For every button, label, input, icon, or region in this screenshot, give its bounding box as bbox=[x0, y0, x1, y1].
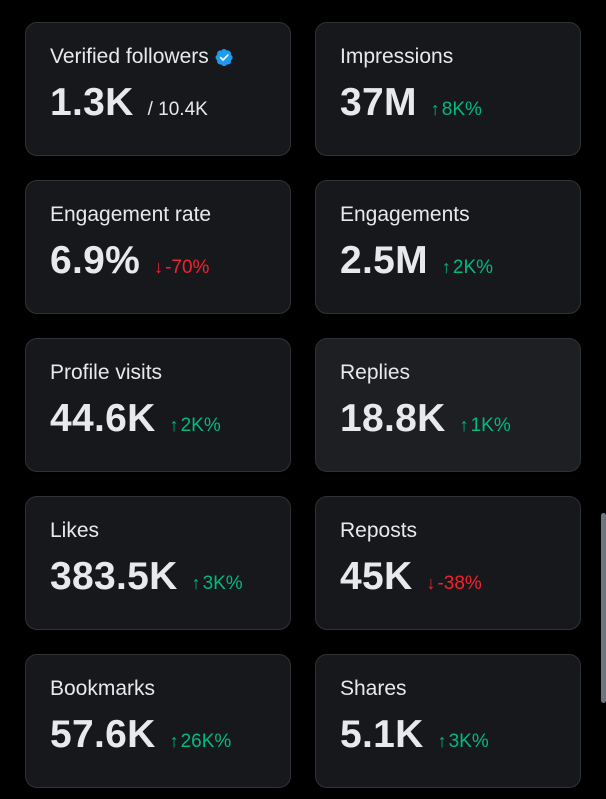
stat-card-shares[interactable]: Shares 5.1K ↑ 3K% bbox=[315, 654, 581, 788]
stat-label-text: Engagements bbox=[340, 203, 470, 226]
stat-change-text: -70% bbox=[165, 257, 210, 278]
arrow-up-icon: ↑ bbox=[459, 415, 469, 435]
stat-change-up: ↑ 8K% bbox=[431, 99, 482, 121]
stat-value-row: 383.5K ↑ 3K% bbox=[50, 553, 290, 601]
stat-label: Bookmarks bbox=[50, 676, 290, 702]
arrow-up-icon: ↑ bbox=[430, 99, 440, 119]
stat-change-up: ↑ 26K% bbox=[170, 731, 232, 753]
arrow-up-icon: ↑ bbox=[191, 573, 201, 593]
stat-card-impressions[interactable]: Impressions 37M ↑ 8K% bbox=[315, 22, 581, 156]
stat-change-text: 2K% bbox=[180, 415, 221, 436]
analytics-grid: Verified followers 1.3K / 10.4K Impressions… bbox=[25, 22, 581, 788]
stat-total: / 10.4K bbox=[147, 99, 208, 120]
stat-value: 18.8K bbox=[340, 397, 446, 440]
stat-value: 57.6K bbox=[50, 713, 156, 756]
stat-value: 2.5M bbox=[340, 239, 428, 282]
stat-card-engagements[interactable]: Engagements 2.5M ↑ 2K% bbox=[315, 180, 581, 314]
stat-value-row: 57.6K ↑ 26K% bbox=[50, 711, 290, 759]
stat-change-text: 8K% bbox=[441, 99, 482, 120]
stat-value-row: 5.1K ↑ 3K% bbox=[340, 711, 580, 759]
stat-value: 6.9% bbox=[50, 239, 141, 282]
arrow-up-icon: ↑ bbox=[437, 731, 447, 751]
stat-value: 383.5K bbox=[50, 555, 178, 598]
stat-label-text: Shares bbox=[340, 677, 407, 700]
stat-card-replies[interactable]: Replies 18.8K ↑ 1K% bbox=[315, 338, 581, 472]
stat-value-row: 45K ↓ -38% bbox=[340, 553, 580, 601]
stat-value: 1.3K bbox=[50, 81, 134, 124]
stat-change-text: 2K% bbox=[452, 257, 494, 278]
stat-change-text: 3K% bbox=[202, 573, 243, 594]
stat-change-up: ↑ 3K% bbox=[192, 573, 243, 595]
stat-label-text: Engagement rate bbox=[50, 203, 212, 226]
stat-change-down: ↓ -38% bbox=[426, 573, 481, 595]
stat-label: Impressions bbox=[340, 44, 580, 70]
arrow-up-icon: ↑ bbox=[169, 731, 179, 751]
arrow-up-icon: ↑ bbox=[441, 257, 451, 277]
stat-change-up: ↑ 3K% bbox=[438, 731, 489, 753]
stat-label-text: Replies bbox=[340, 361, 411, 384]
stat-value-row: 2.5M ↑ 2K% bbox=[340, 237, 580, 285]
stat-value: 37M bbox=[340, 81, 417, 124]
stat-card-engagement-rate[interactable]: Engagement rate 6.9% ↓ -70% bbox=[25, 180, 291, 314]
arrow-down-icon: ↓ bbox=[154, 257, 164, 277]
stat-change-text: 1K% bbox=[470, 415, 511, 436]
stat-label-text: Impressions bbox=[340, 45, 454, 68]
stat-card-reposts[interactable]: Reposts 45K ↓ -38% bbox=[315, 496, 581, 630]
stat-value-row: 1.3K / 10.4K bbox=[50, 79, 290, 127]
stat-value-row: 37M ↑ 8K% bbox=[340, 79, 580, 127]
stat-card-likes[interactable]: Likes 383.5K ↑ 3K% bbox=[25, 496, 291, 630]
stat-label: Likes bbox=[50, 518, 290, 544]
stat-label: Reposts bbox=[340, 518, 580, 544]
stat-card-profile-visits[interactable]: Profile visits 44.6K ↑ 2K% bbox=[25, 338, 291, 472]
stat-label: Profile visits bbox=[50, 360, 290, 386]
arrow-up-icon: ↑ bbox=[169, 415, 179, 435]
stat-change-up: ↑ 2K% bbox=[442, 257, 493, 279]
stat-label-text: Verified followers bbox=[50, 45, 209, 68]
stat-change-up: ↑ 1K% bbox=[460, 415, 511, 437]
stat-card-verified-followers[interactable]: Verified followers 1.3K / 10.4K bbox=[25, 22, 291, 156]
stat-label-text: Reposts bbox=[340, 519, 418, 542]
stat-change-text: -38% bbox=[437, 573, 482, 594]
stat-value: 45K bbox=[340, 555, 413, 598]
stat-label-text: Likes bbox=[50, 519, 100, 542]
stat-label: Engagements bbox=[340, 202, 580, 228]
stat-label: Engagement rate bbox=[50, 202, 290, 228]
verified-badge-icon bbox=[215, 48, 233, 66]
stat-label: Replies bbox=[340, 360, 580, 386]
stat-change-down: ↓ -70% bbox=[154, 257, 209, 279]
stat-value-row: 44.6K ↑ 2K% bbox=[50, 395, 290, 443]
stat-label-text: Profile visits bbox=[50, 361, 163, 384]
stat-change-up: ↑ 2K% bbox=[170, 415, 221, 437]
stat-label-text: Bookmarks bbox=[50, 677, 156, 700]
stat-change-text: 3K% bbox=[448, 731, 489, 752]
stat-card-bookmarks[interactable]: Bookmarks 57.6K ↑ 26K% bbox=[25, 654, 291, 788]
stat-label: Shares bbox=[340, 676, 580, 702]
scrollbar-thumb[interactable] bbox=[601, 513, 606, 703]
stat-label: Verified followers bbox=[50, 44, 290, 70]
stat-change-text: 26K% bbox=[180, 731, 232, 752]
stat-value-row: 6.9% ↓ -70% bbox=[50, 237, 290, 285]
arrow-down-icon: ↓ bbox=[426, 573, 436, 593]
stat-value-row: 18.8K ↑ 1K% bbox=[340, 395, 580, 443]
stat-value: 5.1K bbox=[340, 713, 424, 756]
stat-value: 44.6K bbox=[50, 397, 156, 440]
